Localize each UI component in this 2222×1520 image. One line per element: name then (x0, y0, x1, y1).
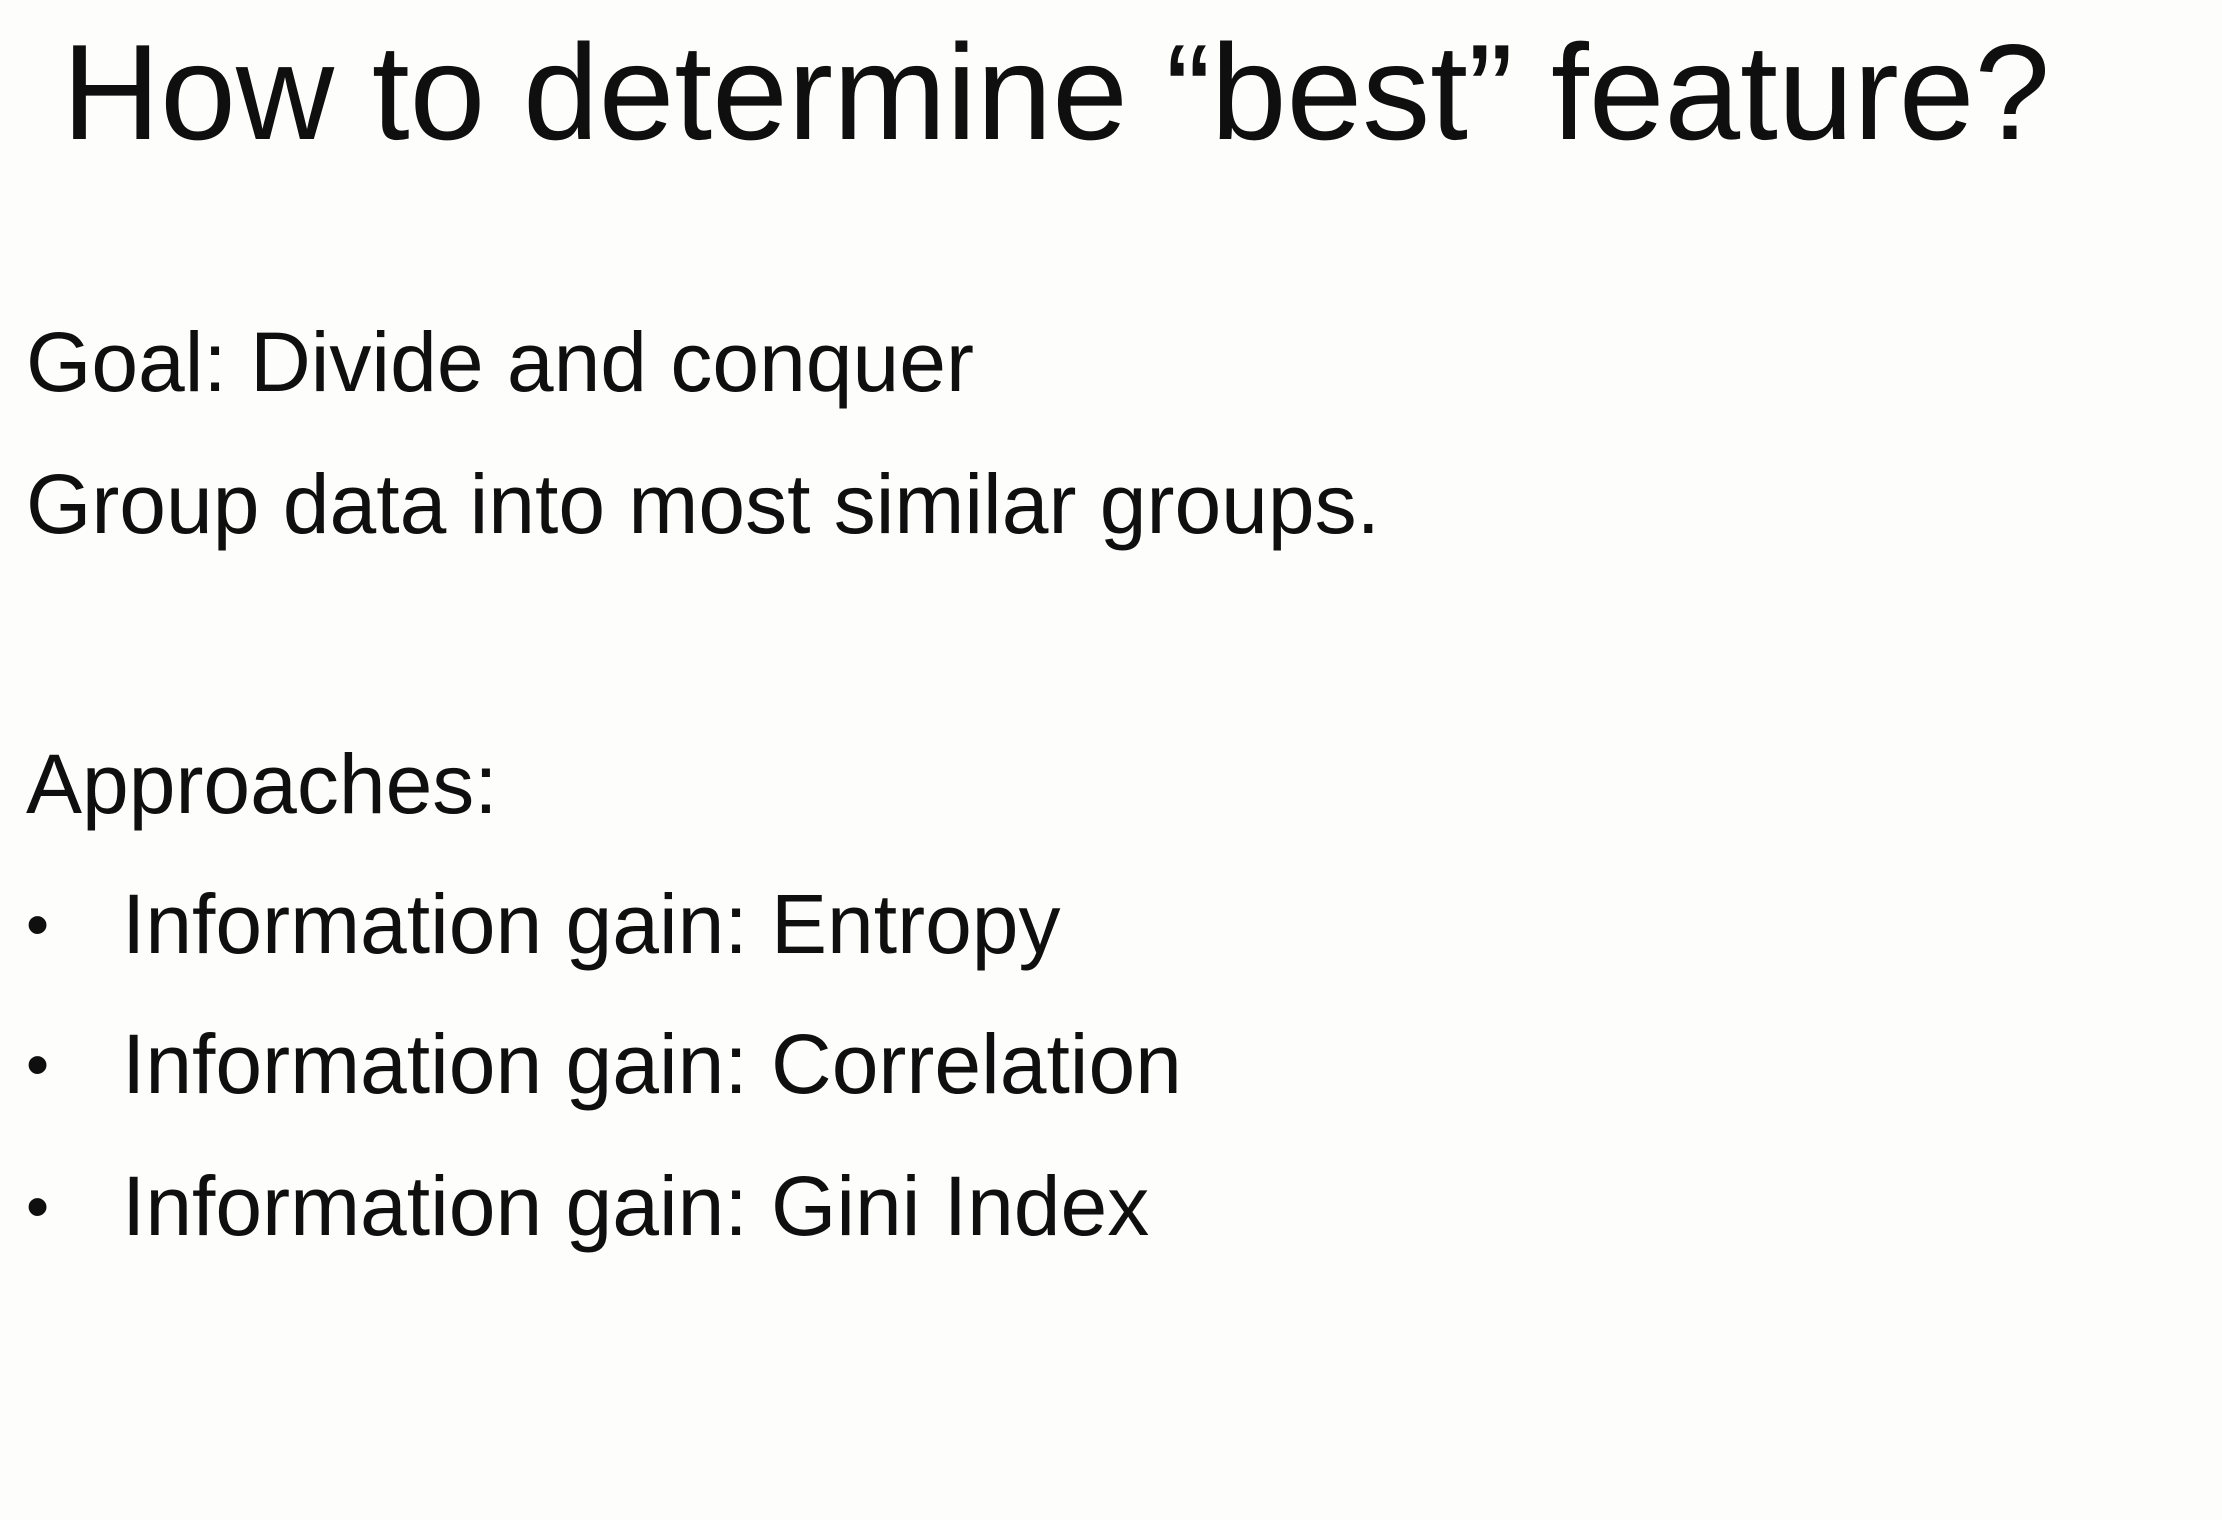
bullet-icon: • (26, 1027, 50, 1101)
list-item: • Information gain: Gini Index (26, 1156, 1526, 1256)
bullet-icon: • (26, 1169, 50, 1243)
group-line: Group data into most similar groups. (26, 457, 1380, 551)
approach-correlation: Information gain: Correlation (122, 1017, 1182, 1111)
approach-gini-index: Information gain: Gini Index (122, 1159, 1150, 1253)
approach-entropy: Information gain: Entropy (122, 877, 1061, 971)
goal-line: Goal: Divide and conquer (26, 315, 974, 409)
slide-title: How to determine “best” feature? (62, 16, 2051, 168)
list-item: • Information gain: Entropy (26, 874, 1526, 974)
approaches-heading: Approaches: (26, 737, 498, 831)
bullet-icon: • (26, 887, 50, 961)
list-item: • Information gain: Correlation (26, 1014, 1526, 1114)
